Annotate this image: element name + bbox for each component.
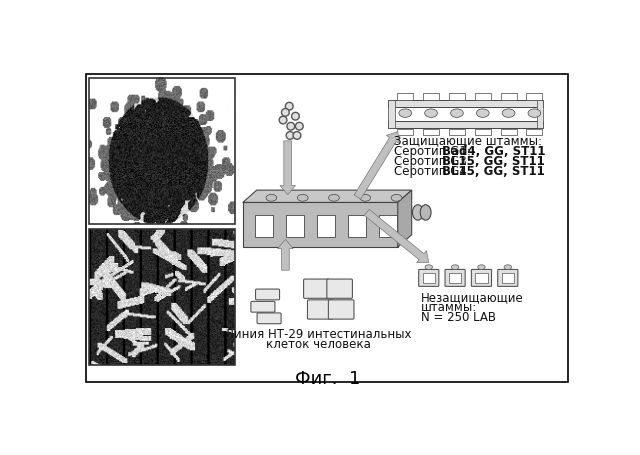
Text: клеток человека: клеток человека [266, 338, 371, 351]
Polygon shape [354, 131, 399, 199]
Ellipse shape [451, 265, 459, 269]
Polygon shape [364, 209, 429, 263]
Ellipse shape [425, 265, 433, 269]
Bar [476, 273, 488, 283]
Ellipse shape [286, 131, 294, 139]
Bar [397, 93, 413, 100]
Bar [500, 93, 516, 100]
Text: Линия НТ-29 интестинальных: Линия НТ-29 интестинальных [225, 328, 412, 341]
FancyBboxPatch shape [472, 269, 492, 286]
Ellipse shape [528, 109, 541, 117]
Bar [527, 128, 542, 136]
FancyBboxPatch shape [303, 279, 329, 298]
Text: Bad4, GG, ST11: Bad4, GG, ST11 [442, 146, 545, 158]
Bar [527, 93, 542, 100]
Ellipse shape [360, 194, 371, 201]
FancyBboxPatch shape [445, 269, 465, 286]
Ellipse shape [477, 265, 485, 269]
Ellipse shape [279, 116, 287, 124]
Polygon shape [243, 202, 397, 247]
Polygon shape [278, 239, 293, 270]
Bar [90, 78, 235, 224]
Bar [423, 128, 439, 136]
Text: Серотип G4:: Серотип G4: [394, 166, 474, 178]
FancyBboxPatch shape [327, 279, 353, 298]
Ellipse shape [504, 265, 511, 269]
Bar [86, 74, 568, 382]
Bar [317, 215, 335, 237]
Bar [422, 273, 435, 283]
Ellipse shape [451, 109, 463, 117]
Bar [500, 128, 516, 136]
Bar [388, 100, 543, 106]
Ellipse shape [502, 109, 515, 117]
Ellipse shape [399, 109, 412, 117]
Text: Незащищающие: Незащищающие [421, 291, 524, 304]
Bar [380, 215, 397, 237]
Ellipse shape [282, 108, 289, 116]
FancyBboxPatch shape [257, 313, 281, 324]
FancyBboxPatch shape [255, 289, 280, 300]
Ellipse shape [287, 122, 294, 130]
Bar [397, 128, 413, 136]
Polygon shape [280, 141, 296, 195]
Bar [388, 100, 395, 128]
Bar [255, 215, 273, 237]
Ellipse shape [292, 112, 300, 120]
Ellipse shape [476, 109, 489, 117]
Bar [90, 229, 235, 365]
Ellipse shape [420, 205, 431, 220]
Text: Серотип G1:: Серотип G1: [394, 146, 474, 158]
Bar [449, 273, 461, 283]
Text: N = 250 LAB: N = 250 LAB [421, 311, 496, 324]
Text: Защищающие штаммы:: Защищающие штаммы: [394, 134, 542, 147]
Bar [449, 93, 465, 100]
Ellipse shape [296, 122, 303, 130]
Polygon shape [243, 190, 412, 202]
Ellipse shape [328, 194, 339, 201]
Bar [423, 93, 439, 100]
Bar [449, 128, 465, 136]
FancyBboxPatch shape [251, 301, 275, 312]
Bar [475, 128, 491, 136]
Bar [388, 121, 543, 128]
Text: Фиг.  1: Фиг. 1 [295, 370, 361, 388]
Ellipse shape [425, 109, 438, 117]
Ellipse shape [298, 194, 308, 201]
Bar [502, 273, 514, 283]
Ellipse shape [412, 205, 423, 220]
Bar [287, 215, 305, 237]
Bar [475, 93, 491, 100]
Ellipse shape [266, 194, 277, 201]
Text: BL15, GG, ST11: BL15, GG, ST11 [442, 156, 545, 168]
FancyBboxPatch shape [307, 300, 333, 319]
Text: Серотип G3:: Серотип G3: [394, 156, 474, 168]
Polygon shape [397, 190, 412, 247]
Text: BL15, GG, ST11: BL15, GG, ST11 [442, 166, 545, 178]
Ellipse shape [285, 102, 293, 110]
Bar [348, 215, 367, 237]
Text: штаммы:: штаммы: [421, 301, 477, 314]
Ellipse shape [391, 194, 402, 201]
Ellipse shape [293, 131, 301, 139]
FancyBboxPatch shape [328, 300, 354, 319]
FancyBboxPatch shape [419, 269, 439, 286]
FancyBboxPatch shape [498, 269, 518, 286]
Bar [537, 100, 543, 128]
